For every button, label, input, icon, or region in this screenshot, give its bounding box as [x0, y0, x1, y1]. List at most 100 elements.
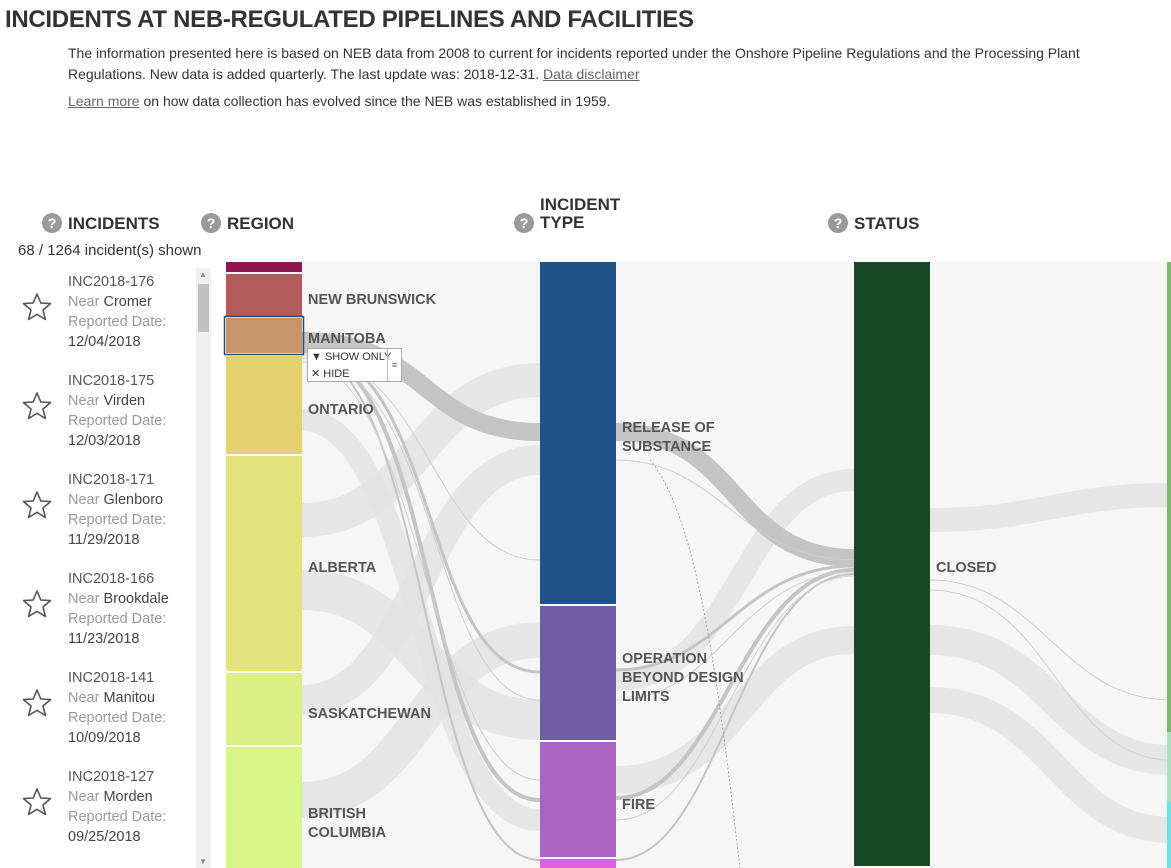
- status-bar-closed[interactable]: [854, 262, 930, 866]
- intro-paragraph: The information presented here is based …: [68, 43, 1098, 85]
- incident-date: 11/23/2018: [68, 631, 140, 647]
- region-bar-top[interactable]: [226, 262, 302, 272]
- region-bar-saskatchewan[interactable]: [226, 673, 302, 745]
- type-bar-operation-beyond-design-limits[interactable]: [540, 606, 616, 740]
- reported-date-label: Reported Date:: [68, 413, 167, 429]
- incident-location: Near Brookdale: [68, 589, 169, 609]
- incident-id: INC2018-127: [68, 769, 155, 785]
- learn-more-link[interactable]: Learn more: [68, 93, 140, 109]
- incident-item[interactable]: INC2018-127 Near Morden Reported Date: 0…: [0, 759, 196, 858]
- incident-item[interactable]: INC2018-141 Near Manitou Reported Date: …: [0, 660, 196, 759]
- bg-flow: [615, 469, 855, 691]
- region-label-manitoba[interactable]: MANITOBA: [308, 331, 386, 347]
- region-label-alberta[interactable]: ALBERTA: [308, 560, 377, 576]
- incidents-help-icon[interactable]: ?: [42, 213, 62, 233]
- incident-list[interactable]: INC2018-176 Near Cromer Reported Date: 1…: [0, 264, 196, 868]
- incident-details: INC2018-175 Near Virden Reported Date: 1…: [68, 371, 166, 451]
- region-help-icon[interactable]: ?: [201, 213, 221, 233]
- drag-handle-icon[interactable]: ≡: [387, 349, 401, 381]
- reported-date-label: Reported Date:: [68, 512, 167, 528]
- flow-release-closed[interactable]: [615, 423, 855, 567]
- star-icon[interactable]: [22, 688, 52, 718]
- flow-fire-closed[interactable]: [615, 568, 855, 800]
- region-label-british-columbia-line2[interactable]: COLUMBIA: [308, 825, 387, 841]
- region-column-header[interactable]: REGION: [227, 214, 295, 233]
- star-icon[interactable]: [22, 787, 52, 817]
- incident-item[interactable]: INC2018-166 Near Brookdale Reported Date…: [0, 561, 196, 660]
- region-bar-ontario[interactable]: [226, 356, 302, 454]
- reported-date-label: Reported Date:: [68, 809, 167, 825]
- thin-flow: [929, 579, 1171, 701]
- scrollbar-thumb[interactable]: [198, 284, 209, 332]
- region-label-new-brunswick[interactable]: NEW BRUNSWICK: [308, 292, 437, 308]
- show-only-menu-item[interactable]: ▼ SHOW ONLY: [311, 349, 391, 365]
- incident-date: 12/04/2018: [68, 334, 141, 350]
- incident-item[interactable]: INC2018-176 Near Cromer Reported Date: 1…: [0, 264, 196, 363]
- background-flows: [300, 363, 1171, 843]
- incident-count-total: 1264: [47, 242, 81, 259]
- star-icon[interactable]: [22, 490, 52, 520]
- type-label-release-line1[interactable]: RELEASE OF: [622, 420, 715, 436]
- star-icon[interactable]: [22, 391, 52, 421]
- incident-count-suffix: incident(s) shown: [84, 242, 202, 259]
- incident-list-scrollbar[interactable]: ▲ ▼: [196, 268, 211, 868]
- incident-type-column-header[interactable]: INCIDENT TYPE: [540, 196, 620, 232]
- right-edge-bar: [1167, 802, 1171, 868]
- data-disclaimer-link[interactable]: Data disclaimer: [543, 66, 640, 82]
- type-label-operation-line2[interactable]: BEYOND DESIGN: [622, 670, 744, 686]
- near-label: Near: [68, 591, 100, 607]
- hide-menu-item[interactable]: ✕ HIDE: [311, 366, 350, 382]
- incidents-column-header: INCIDENTS: [68, 214, 160, 233]
- bg-flow: [301, 363, 541, 537]
- star-icon[interactable]: [22, 292, 52, 322]
- type-label-fire[interactable]: FIRE: [622, 797, 655, 813]
- near-label: Near: [68, 492, 100, 508]
- flow-operation-closed[interactable]: [615, 564, 855, 672]
- status-help-icon[interactable]: ?: [828, 213, 848, 233]
- incident-item[interactable]: INC2018-175 Near Virden Reported Date: 1…: [0, 363, 196, 462]
- region-bar-british-columbia[interactable]: [226, 747, 302, 868]
- scroll-up-arrow-icon[interactable]: ▲: [199, 270, 207, 279]
- incident-date: 10/09/2018: [68, 730, 141, 746]
- incident-id: INC2018-171: [68, 472, 155, 488]
- near-label: Near: [68, 690, 100, 706]
- bg-flow: [301, 622, 541, 818]
- near-label: Near: [68, 789, 100, 805]
- flow-manitoba-release[interactable]: [301, 332, 541, 441]
- type-bar-bottom[interactable]: [540, 859, 616, 868]
- incident-type-header-line1: INCIDENT: [540, 195, 621, 214]
- scroll-down-arrow-icon[interactable]: ▼: [199, 857, 207, 866]
- incident-place: Manitou: [103, 690, 156, 706]
- type-label-release-line2[interactable]: SUBSTANCE: [622, 439, 711, 455]
- region-bar-new-brunswick[interactable]: [226, 274, 302, 316]
- region-label-saskatchewan[interactable]: SASKATCHEWAN: [308, 706, 431, 722]
- thin-flow: [301, 361, 541, 781]
- learn-more-text: on how data collection has evolved since…: [143, 93, 611, 109]
- incident-count: 68 / 1264 incident(s) shown: [18, 242, 201, 259]
- status-label-closed[interactable]: CLOSED: [936, 560, 996, 576]
- incident-type-help-icon[interactable]: ?: [514, 213, 534, 233]
- type-label-operation-line1[interactable]: OPERATION: [622, 651, 707, 667]
- incident-date: 09/25/2018: [68, 829, 141, 845]
- filter-icon: ▼: [311, 351, 322, 363]
- region-label-ontario[interactable]: ONTARIO: [308, 402, 374, 418]
- region-bar-manitoba[interactable]: [226, 318, 302, 353]
- type-label-operation-line3[interactable]: LIMITS: [622, 689, 670, 705]
- reported-date-label: Reported Date:: [68, 314, 167, 330]
- star-icon[interactable]: [22, 589, 52, 619]
- bg-flow: [300, 409, 542, 831]
- incident-location: Near Manitou: [68, 688, 166, 708]
- type-bar-fire[interactable]: [540, 742, 616, 857]
- thin-flow: [615, 575, 855, 821]
- region-bar-alberta[interactable]: [226, 456, 302, 671]
- region-label-british-columbia-line1[interactable]: BRITISH: [308, 806, 366, 822]
- status-column-header[interactable]: STATUS: [854, 214, 920, 233]
- incident-location: Near Glenboro: [68, 490, 166, 510]
- incident-details: INC2018-171 Near Glenboro Reported Date:…: [68, 470, 166, 550]
- intro-text: The information presented here is based …: [68, 45, 1080, 82]
- bg-flow: [929, 483, 1171, 532]
- incident-item[interactable]: INC2018-171 Near Glenboro Reported Date:…: [0, 462, 196, 561]
- thin-flow: [615, 571, 855, 701]
- type-bar-release-of-substance[interactable]: [540, 262, 616, 604]
